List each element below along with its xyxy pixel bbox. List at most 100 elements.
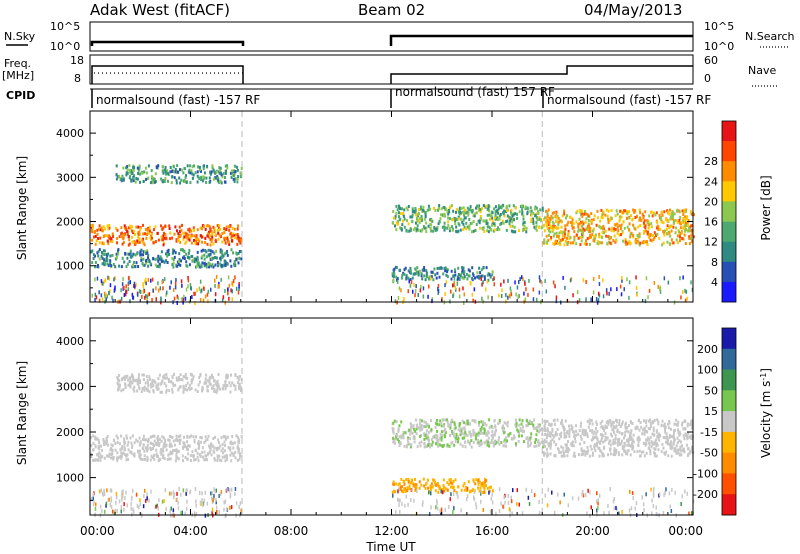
echo-cell <box>682 217 685 221</box>
echo-cell <box>511 220 514 224</box>
echo-cell <box>410 481 412 485</box>
echo-cell <box>128 170 131 174</box>
echo-cell <box>621 439 623 443</box>
echo-cell <box>162 449 165 453</box>
echo-cell <box>172 251 175 255</box>
echo-cell <box>559 242 562 246</box>
echo-cell <box>165 443 168 447</box>
echo-cell <box>198 239 201 243</box>
echo-cell <box>640 218 643 222</box>
echo-cell <box>623 449 626 453</box>
echo-cell <box>590 235 592 239</box>
echo-cell <box>670 509 673 513</box>
echo-cell <box>130 255 133 259</box>
echo-cell <box>238 287 240 292</box>
echo-cell <box>476 204 479 208</box>
echo-cell <box>94 265 96 269</box>
echo-cell <box>141 294 143 299</box>
echo-cell <box>200 169 202 173</box>
echo-cell <box>452 294 454 299</box>
echo-cell <box>406 438 409 442</box>
echo-cell <box>447 216 449 220</box>
echo-cell <box>169 450 172 454</box>
echo-cell <box>680 440 682 444</box>
echo-cell <box>112 235 114 238</box>
echo-cell <box>488 490 490 495</box>
echo-cell <box>488 489 491 493</box>
echo-cell <box>596 508 598 513</box>
echo-cell <box>127 440 130 444</box>
echo-cell <box>575 211 578 215</box>
echo-cell <box>616 443 619 447</box>
echo-cell <box>216 386 219 390</box>
echo-cell <box>491 426 494 430</box>
echo-cell <box>628 444 631 447</box>
echo-cell <box>211 496 213 501</box>
echo-cell <box>180 259 183 263</box>
echo-cell <box>613 449 616 453</box>
echo-cell <box>463 428 466 432</box>
echo-cell <box>129 224 132 228</box>
echo-cell <box>684 224 687 228</box>
echo-cell <box>121 282 124 287</box>
echo-cell <box>575 429 578 433</box>
echo-cell <box>222 295 225 300</box>
echo-cell <box>409 283 412 288</box>
echo-cell <box>649 427 651 431</box>
echo-cell <box>204 377 207 381</box>
echo-cell <box>229 232 232 236</box>
echo-cell <box>510 495 512 500</box>
echo-cell <box>138 387 141 391</box>
echo-cell <box>475 223 478 226</box>
colorbar-segment <box>722 411 736 433</box>
echo-cell <box>641 450 643 454</box>
echo-cell <box>470 445 473 449</box>
echo-cell <box>647 236 650 239</box>
echo-cell <box>629 420 632 424</box>
echo-cell <box>613 497 615 502</box>
echo-cell <box>551 220 554 224</box>
echo-cell <box>419 444 422 448</box>
echo-cell <box>215 170 218 174</box>
echo-cell <box>130 375 133 379</box>
echo-cell <box>157 459 160 463</box>
echo-cell <box>466 210 469 214</box>
echo-cell <box>462 484 465 488</box>
echo-cell <box>175 376 178 380</box>
echo-cell <box>180 492 182 497</box>
echo-cell <box>93 230 96 234</box>
echo-cell <box>656 226 658 230</box>
colorbar-tick-label: 24 <box>704 175 718 188</box>
echo-cell <box>208 224 211 228</box>
echo-cell <box>240 237 243 241</box>
echo-cell <box>132 453 135 457</box>
echo-cell <box>490 438 493 442</box>
echo-cell <box>182 231 185 235</box>
echo-cell <box>176 164 179 168</box>
echo-cell <box>493 222 496 226</box>
echo-cell <box>626 225 629 229</box>
echo-cell <box>624 209 627 213</box>
echo-cell <box>589 230 592 233</box>
echo-cell <box>125 458 128 462</box>
echo-cell <box>682 447 685 451</box>
echo-cell <box>567 230 570 233</box>
echo-cell <box>688 511 690 516</box>
echo-cell <box>414 226 416 230</box>
echo-cell <box>150 175 153 179</box>
echo-cell <box>137 379 140 383</box>
echo-cell <box>563 243 566 247</box>
echo-cell <box>208 265 210 269</box>
echo-cell <box>487 206 490 210</box>
echo-cell <box>473 497 476 502</box>
echo-cell <box>205 263 208 266</box>
echo-cell <box>480 499 482 504</box>
echo-cell <box>125 166 128 170</box>
echo-cell <box>617 440 620 444</box>
echo-cell <box>174 281 177 286</box>
echo-cell <box>586 446 589 449</box>
echo-cell <box>616 222 619 226</box>
echo-cell <box>628 240 631 244</box>
echo-cell <box>427 425 430 429</box>
echo-cell <box>469 205 472 209</box>
